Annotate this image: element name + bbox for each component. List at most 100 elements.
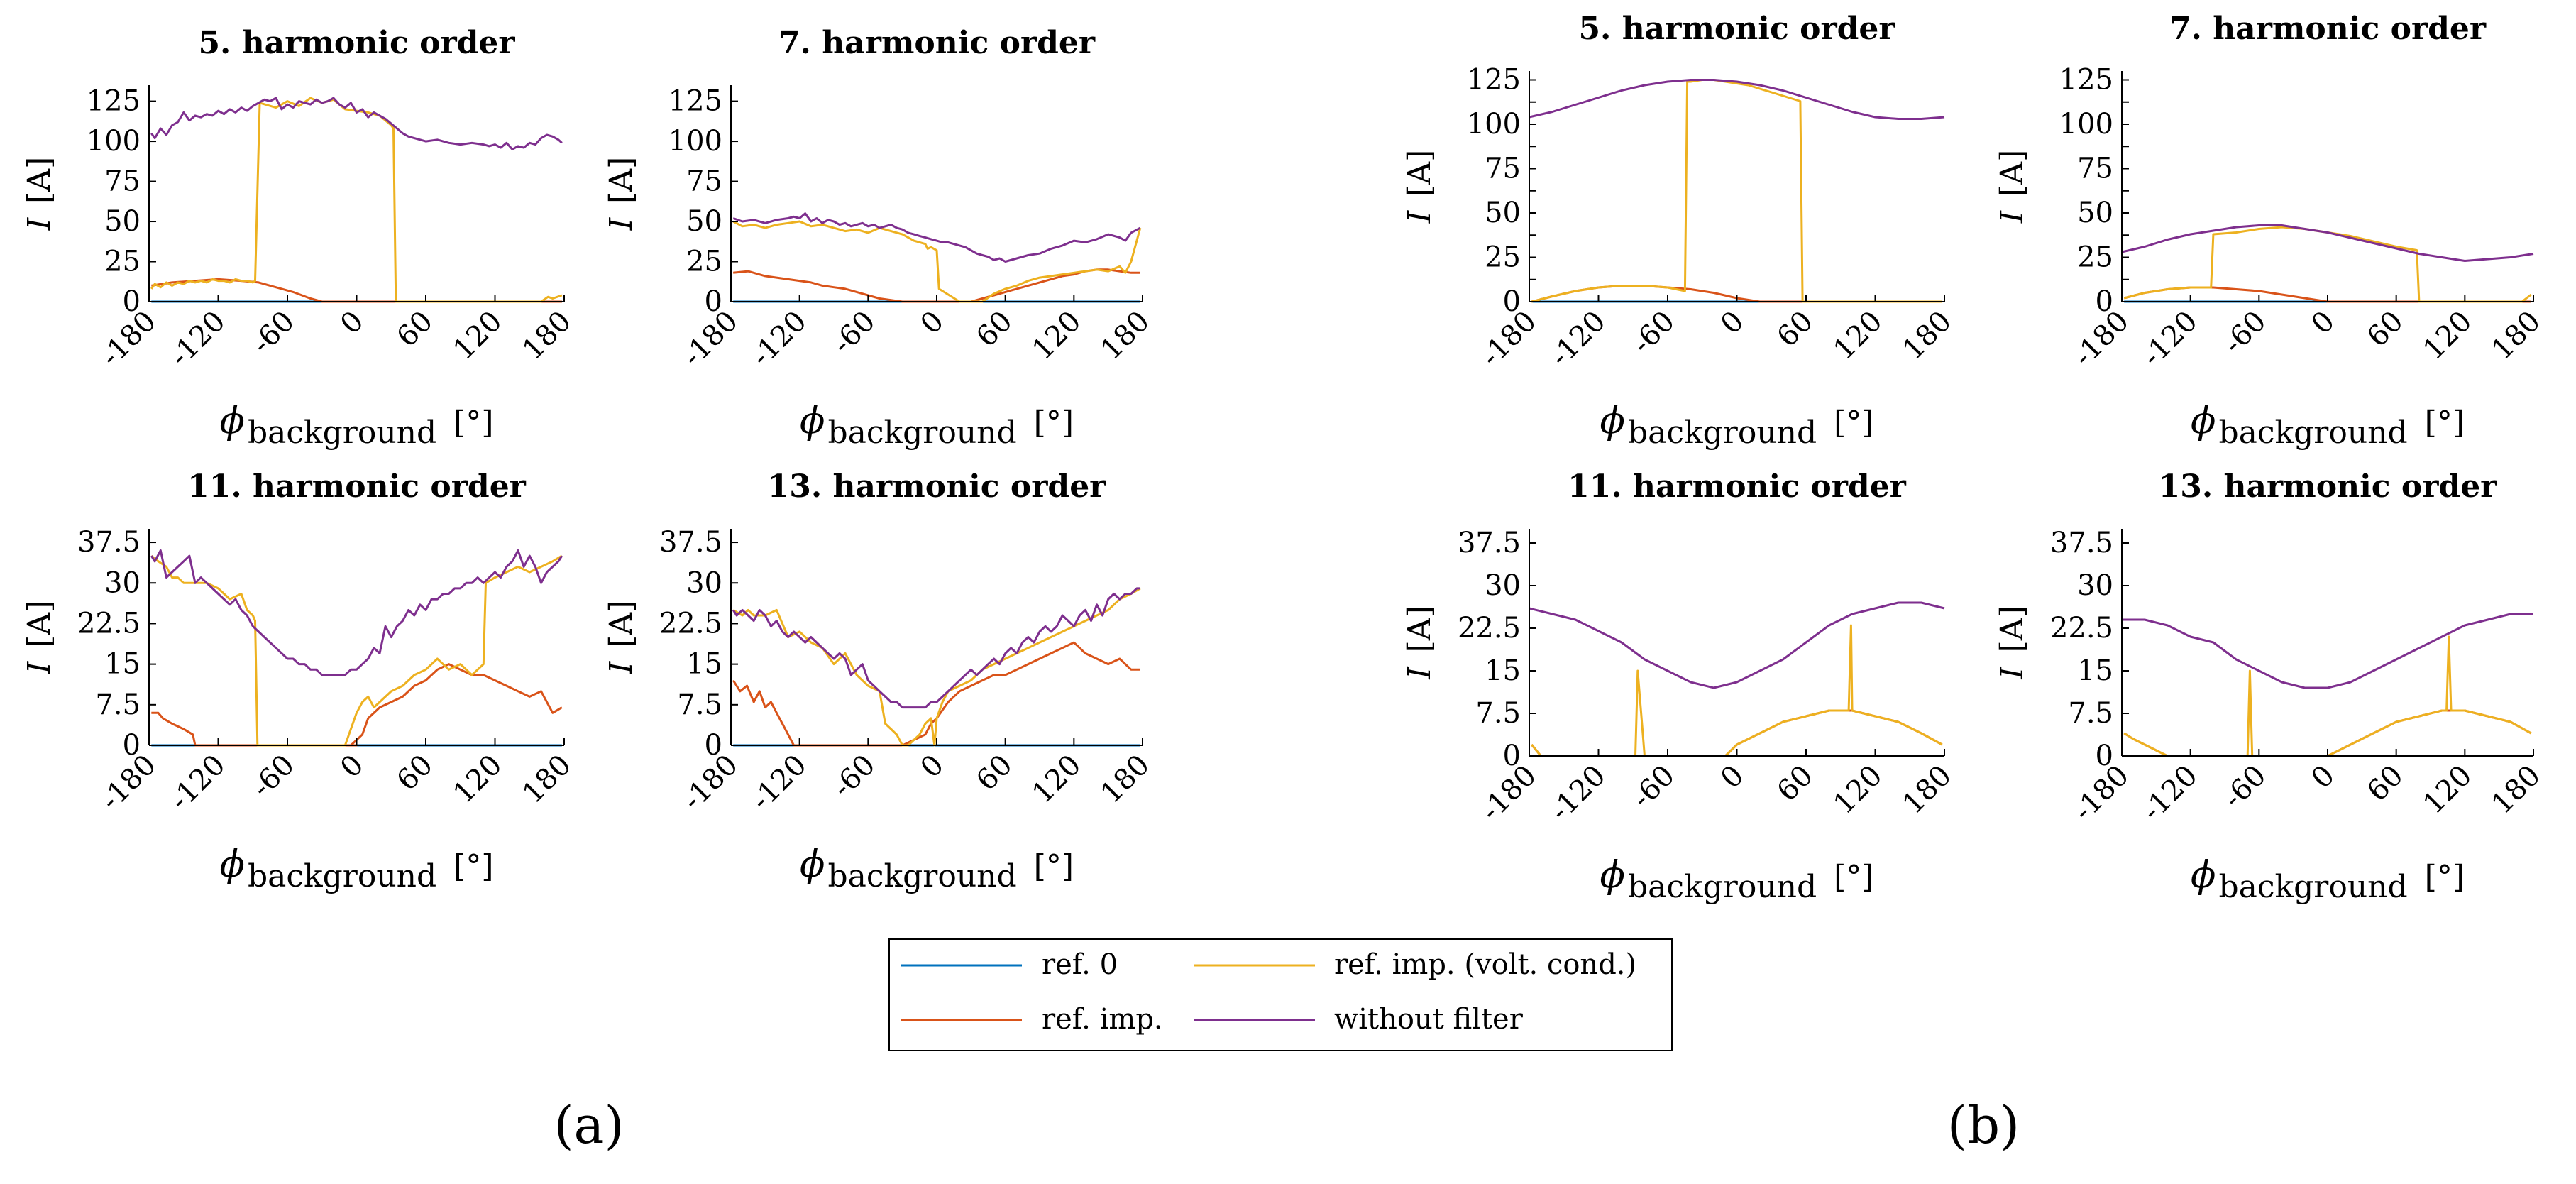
- x-tick-label: -60: [826, 305, 881, 361]
- x-tick-label: 0: [334, 305, 370, 341]
- chart-b5: 5. harmonic order 0 25 50 75 100 125 -180 -120 -6…: [1402, 11, 1958, 451]
- y-axis-label-var: I: [1402, 666, 1438, 680]
- x-tick-label: 60: [970, 305, 1019, 354]
- y-tick-label: 7.5: [1475, 697, 1521, 730]
- y-tick-label: 30: [2077, 569, 2113, 602]
- y-tick-label: 100: [1467, 108, 1521, 141]
- series-line-refimpvc: [732, 220, 1142, 303]
- series-line-without: [732, 212, 1141, 263]
- x-tick-label: 60: [1771, 305, 1820, 354]
- x-axis-label-var: ϕ: [2191, 854, 2216, 897]
- y-tick-label: 25: [104, 246, 141, 278]
- y-tick-label: 7.5: [2068, 697, 2113, 730]
- y-tick-label: 125: [87, 85, 141, 118]
- y-axis-label-var: I: [603, 216, 639, 231]
- series-line-refimpvc: [1531, 79, 1942, 303]
- series-line-refimpvc: [732, 587, 1141, 747]
- x-tick-label: -120: [745, 305, 813, 373]
- legend-label-ref0: ref. 0: [1042, 948, 1118, 981]
- y-tick-label: 37.5: [77, 526, 141, 559]
- series-line-without: [2121, 224, 2534, 262]
- y-tick-label: 22.5: [2050, 612, 2113, 645]
- y-tick-label: 22.5: [1458, 612, 1521, 645]
- x-tick-label: -60: [2217, 760, 2272, 815]
- series-line-refimpvc: [1531, 624, 1943, 757]
- x-tick-label: -60: [246, 749, 301, 804]
- x-axis-label-unit: [°]: [1834, 859, 1873, 895]
- x-tick-label: 0: [1714, 760, 1751, 796]
- legend-box: [888, 938, 1673, 1051]
- y-tick-label: 22.5: [77, 607, 141, 640]
- x-axis-label-sub: background: [248, 858, 436, 894]
- series-line-refimpvc: [2123, 635, 2532, 757]
- y-tick-label: 125: [668, 85, 722, 118]
- x-tick-label: -180: [94, 305, 163, 373]
- x-tick-label: 120: [447, 749, 509, 811]
- x-tick-label: -180: [2067, 305, 2135, 373]
- x-tick-label: -60: [1626, 305, 1681, 361]
- x-tick-label: 120: [2417, 305, 2479, 367]
- y-axis-label-unit: [A]: [21, 157, 57, 204]
- x-tick-label: 0: [2306, 305, 2342, 341]
- y-tick-label: 15: [686, 648, 722, 681]
- x-tick-label: -120: [1543, 760, 1612, 828]
- x-tick-label: 60: [1771, 760, 1820, 808]
- x-tick-label: -180: [1475, 760, 1543, 828]
- x-tick-label: -60: [2217, 305, 2272, 361]
- y-tick-label: 15: [2077, 654, 2113, 687]
- x-tick-label: -120: [2136, 760, 2204, 828]
- legend-label-refimpvc: ref. imp. (volt. cond.): [1334, 948, 1636, 981]
- y-axis-label-unit: [A]: [21, 601, 57, 647]
- x-tick-label: 120: [2417, 760, 2479, 821]
- y-axis-label-unit: [A]: [1402, 605, 1438, 652]
- x-axis-label-sub: background: [827, 858, 1016, 894]
- x-tick-label: 60: [391, 305, 440, 354]
- y-tick-label: 30: [104, 566, 141, 599]
- y-tick-label: 75: [2077, 153, 2113, 185]
- series-line-without: [1529, 79, 1945, 120]
- x-axis-label-sub: background: [1628, 415, 1817, 451]
- x-axis-label-var: ϕ: [800, 400, 825, 442]
- x-tick-label: 180: [1095, 749, 1157, 811]
- x-tick-label: 180: [1897, 305, 1959, 367]
- y-axis-label-var: I: [21, 216, 57, 231]
- legend: ref. 0 ref. imp. (volt. cond.) ref. imp.…: [888, 938, 1673, 1051]
- y-tick-label: 50: [2077, 197, 2113, 229]
- y-axis-label-unit: [A]: [603, 157, 639, 204]
- x-axis-label-var: ϕ: [800, 843, 825, 886]
- y-axis-label-var: I: [1994, 666, 2030, 680]
- y-axis-label: I [A]: [603, 601, 639, 675]
- x-axis-label-unit: [°]: [2425, 859, 2465, 895]
- y-tick-label: 0: [2096, 740, 2113, 772]
- legend-label-refimp: ref. imp.: [1042, 1003, 1163, 1036]
- y-tick-label: 37.5: [1458, 527, 1521, 559]
- y-axis-label-unit: [A]: [1994, 605, 2030, 652]
- y-tick-label: 100: [87, 125, 141, 158]
- x-axis-label: ϕbackground [°]: [2191, 400, 2465, 451]
- x-axis-label: ϕbackground [°]: [1600, 854, 1873, 905]
- y-axis-label: I [A]: [1994, 150, 2030, 224]
- y-tick-label: 0: [705, 285, 722, 318]
- x-tick-label: -120: [163, 305, 231, 373]
- y-axis-label: I [A]: [603, 157, 639, 231]
- x-tick-label: -180: [676, 305, 744, 373]
- x-axis-label: ϕbackground [°]: [219, 843, 493, 894]
- x-tick-label: -180: [94, 749, 163, 817]
- series-line-refimpvc: [150, 554, 563, 747]
- series-line-refimp: [151, 663, 563, 747]
- y-tick-label: 25: [1485, 241, 1521, 274]
- series-line-without: [150, 97, 563, 150]
- x-tick-label: 120: [1026, 305, 1088, 367]
- chart-title: 13. harmonic order: [2159, 468, 2498, 505]
- x-tick-label: 120: [1827, 305, 1889, 367]
- x-axis-label-var: ϕ: [1600, 400, 1624, 442]
- x-tick-label: -60: [826, 749, 881, 804]
- x-axis-label-sub: background: [827, 415, 1016, 451]
- x-tick-label: 120: [1827, 760, 1889, 821]
- x-tick-label: 0: [915, 749, 951, 785]
- legend-label-without: without filter: [1334, 1003, 1524, 1036]
- x-axis-label-sub: background: [2218, 415, 2407, 451]
- chart-title: 7. harmonic order: [778, 25, 1096, 61]
